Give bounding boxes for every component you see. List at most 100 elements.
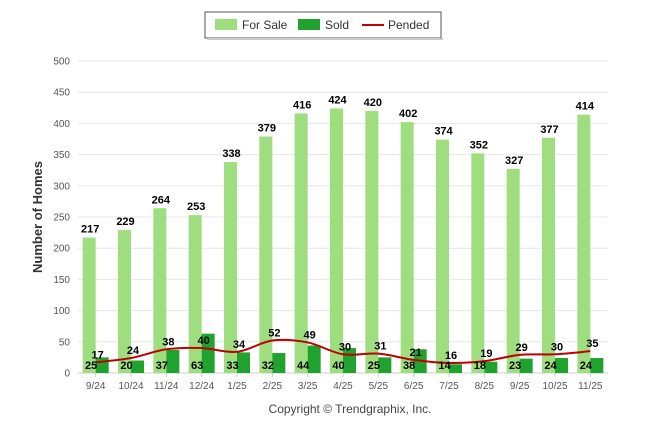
label-for-sale-11/25: 414 [576, 101, 595, 113]
x-tick-5/25: 5/25 [369, 381, 389, 392]
label-for-sale-10/25: 377 [540, 124, 558, 136]
y-tick-100: 100 [53, 306, 70, 317]
copyright-text: Copyright © Trendgraphix, Inc. [269, 402, 432, 416]
x-tick-4/25: 4/25 [333, 381, 353, 392]
label-sold-10/25: 24 [544, 360, 557, 372]
x-tick-1/25: 1/25 [227, 381, 247, 392]
bar-sold-8/25 [484, 361, 498, 373]
data-labels: 2172517229202426437382536340338333437932… [81, 94, 598, 372]
legend-swatch-sold [298, 19, 320, 30]
label-pended-10/25: 30 [551, 341, 563, 353]
label-pended-9/25: 29 [516, 342, 528, 354]
bar-sold-11/25 [590, 358, 604, 373]
label-for-sale-10/24: 229 [116, 216, 134, 228]
label-sold-3/25: 44 [297, 360, 310, 372]
y-axis-ticks: 0 50 100 150 200 250 300 350 400 450 500 [53, 57, 70, 380]
x-tick-11/25: 11/25 [578, 381, 603, 392]
label-pended-12/24: 40 [198, 335, 210, 347]
label-sold-9/24: 25 [85, 360, 97, 372]
label-sold-1/25: 33 [226, 360, 238, 372]
label-sold-11/24: 37 [156, 360, 168, 372]
pended-line [95, 338, 591, 365]
pended-line-series [95, 338, 591, 365]
label-pended-8/25: 19 [480, 348, 492, 360]
bar-for-sale-1/25 [224, 162, 237, 373]
label-pended-10/24: 24 [127, 345, 140, 357]
label-for-sale-3/25: 416 [293, 99, 311, 111]
label-for-sale-7/25: 374 [434, 126, 453, 138]
label-pended-9/24: 17 [92, 349, 104, 361]
label-pended-4/25: 30 [339, 341, 351, 353]
y-tick-250: 250 [53, 213, 70, 224]
bar-sold-10/24 [131, 360, 144, 373]
legend-label-for-sale: For Sale [242, 18, 288, 32]
bar-for-sale-10/24 [118, 230, 131, 373]
legend-label-pended: Pended [388, 18, 429, 32]
label-pended-6/25: 21 [410, 347, 422, 359]
bar-for-sale-8/25 [471, 153, 485, 373]
y-tick-500: 500 [53, 57, 70, 68]
label-for-sale-12/24: 253 [187, 201, 205, 213]
label-sold-11/25: 24 [580, 360, 593, 372]
y-tick-200: 200 [53, 244, 70, 255]
label-for-sale-2/25: 379 [258, 123, 276, 135]
label-pended-2/25: 52 [268, 328, 280, 340]
x-tick-2/25: 2/25 [263, 381, 283, 392]
x-axis-ticks: 9/24 10/24 11/24 12/24 1/25 2/25 3/25 4/25 5/25 6… [86, 373, 603, 392]
label-sold-7/25: 14 [438, 360, 451, 372]
bar-for-sale-3/25 [294, 113, 308, 373]
bar-sold-7/25 [449, 364, 462, 373]
bars-for-sale [82, 108, 591, 374]
label-sold-8/25: 18 [474, 360, 486, 372]
x-tick-10/25: 10/25 [542, 381, 567, 392]
legend-shadow [207, 38, 443, 40]
label-sold-6/25: 38 [403, 360, 415, 372]
label-pended-11/24: 38 [162, 336, 174, 348]
label-pended-11/25: 35 [586, 338, 598, 350]
bar-for-sale-10/25 [542, 137, 555, 373]
label-sold-5/25: 25 [368, 360, 380, 372]
bar-for-sale-5/25 [365, 110, 379, 374]
legend: For Sale Sold Pended [204, 11, 443, 40]
y-tick-150: 150 [53, 275, 70, 286]
x-tick-12/24: 12/24 [189, 381, 214, 392]
label-for-sale-11/24: 264 [152, 194, 171, 206]
label-sold-10/24: 20 [120, 360, 132, 372]
bar-sold-5/25 [378, 357, 392, 373]
bars-sold [95, 333, 604, 373]
label-sold-4/25: 40 [332, 360, 344, 372]
bar-for-sale-6/25 [400, 122, 414, 373]
bar-sold-2/25 [272, 353, 286, 373]
label-pended-5/25: 31 [374, 341, 386, 353]
x-tick-9/24: 9/24 [86, 381, 106, 392]
y-tick-350: 350 [53, 150, 70, 161]
bar-sold-12/24 [201, 333, 215, 373]
label-pended-1/25: 34 [233, 339, 246, 351]
label-for-sale-5/25: 420 [364, 97, 382, 109]
x-tick-7/25: 7/25 [439, 381, 459, 392]
bar-for-sale-4/25 [330, 108, 343, 373]
label-sold-12/24: 63 [191, 360, 203, 372]
label-for-sale-1/25: 338 [222, 148, 240, 160]
bar-for-sale-2/25 [259, 136, 273, 373]
label-pended-7/25: 16 [445, 350, 457, 362]
x-tick-8/25: 8/25 [475, 381, 495, 392]
y-tick-50: 50 [59, 337, 71, 348]
label-pended-3/25: 49 [304, 329, 316, 341]
bar-for-sale-12/24 [188, 215, 202, 373]
x-tick-10/24: 10/24 [118, 381, 143, 392]
bar-for-sale-7/25 [436, 139, 449, 373]
label-for-sale-9/25: 327 [505, 155, 523, 167]
x-tick-11/24: 11/24 [154, 381, 179, 392]
bar-for-sale-11/24 [153, 208, 167, 373]
bar-sold-9/25 [519, 358, 533, 373]
label-for-sale-8/25: 352 [470, 139, 488, 151]
label-for-sale-9/24: 217 [81, 224, 99, 236]
legend-swatch-for-sale [215, 19, 237, 30]
y-axis-label: Number of Homes [30, 161, 45, 273]
label-sold-9/25: 23 [509, 360, 521, 372]
x-tick-9/25: 9/25 [510, 381, 530, 392]
bar-sold-3/25 [307, 345, 321, 373]
label-sold-2/25: 32 [262, 360, 274, 372]
